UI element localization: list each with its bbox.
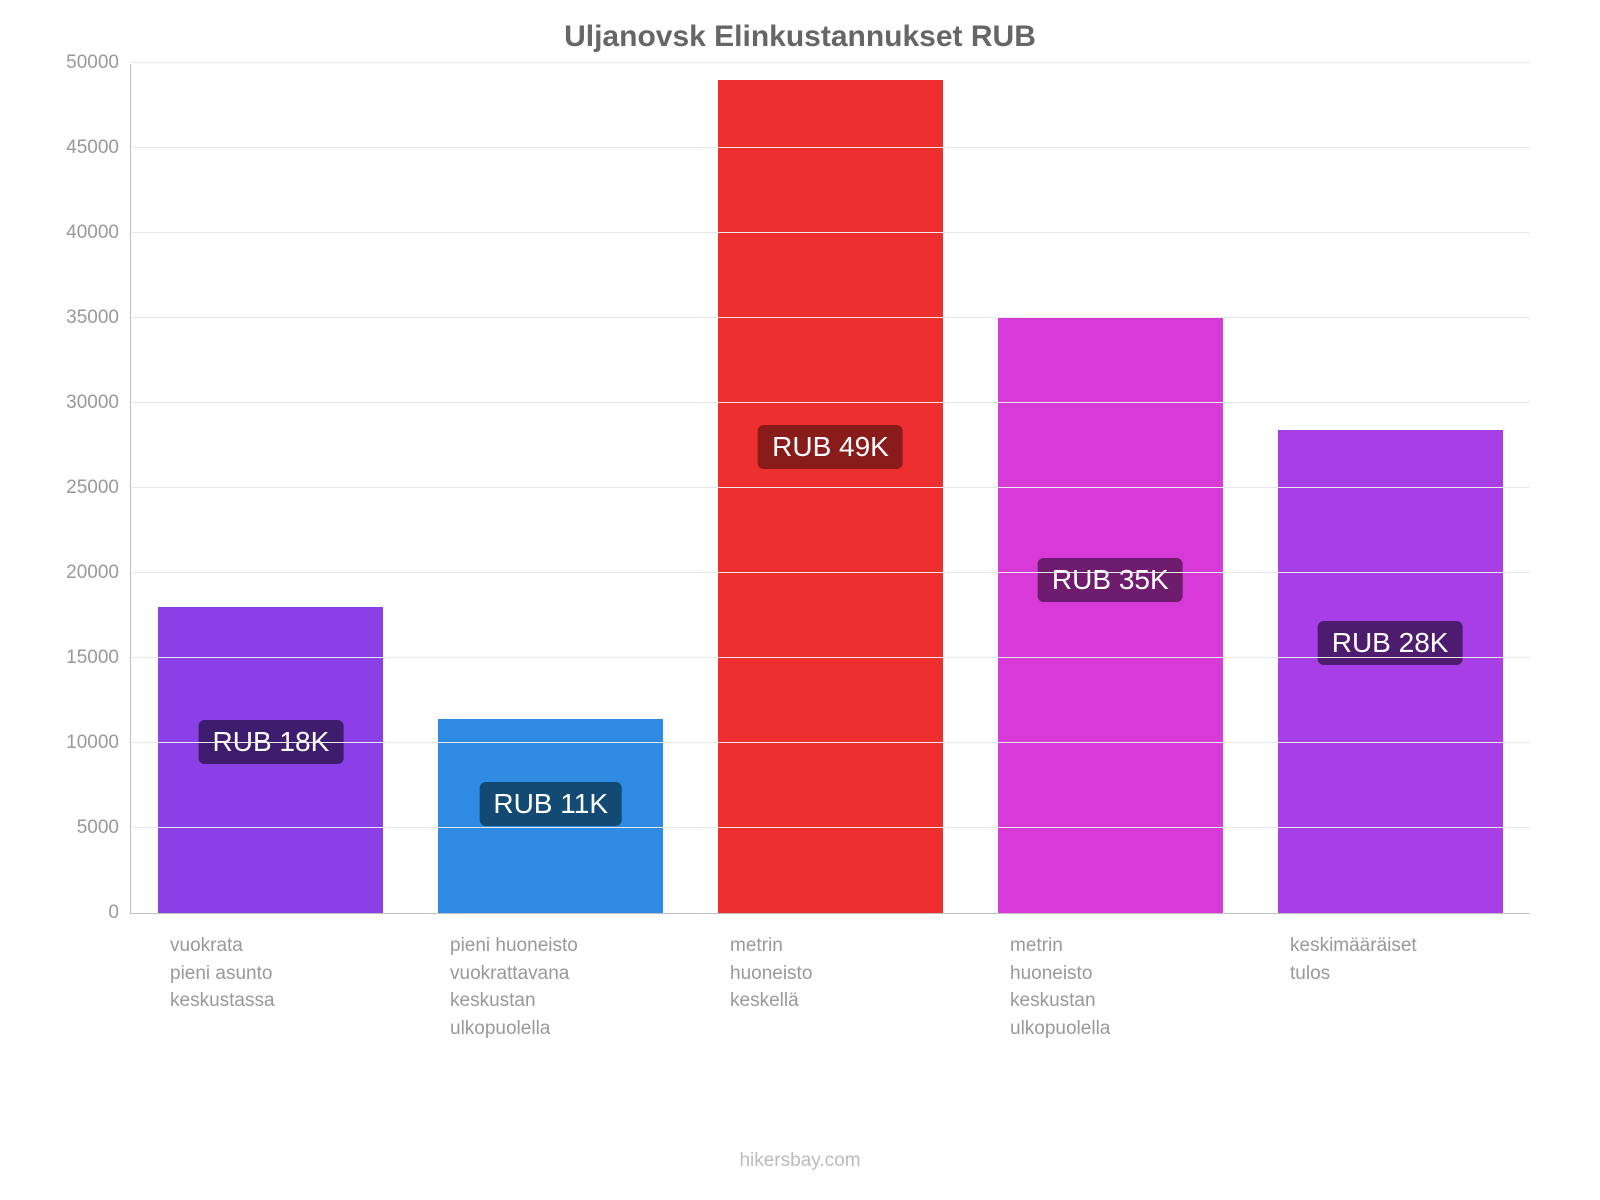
- bar-value-label: RUB 11K: [479, 782, 622, 826]
- bar-slot: RUB 28K: [1250, 64, 1530, 913]
- x-axis-labels: vuokratapieni asuntokeskustassapieni huo…: [130, 932, 1530, 1042]
- x-axis-label: pieni huoneistovuokrattavanakeskustanulk…: [410, 932, 690, 1042]
- gridline: [131, 487, 1530, 488]
- ytick-label: 30000: [66, 392, 131, 414]
- bar-slot: RUB 49K: [691, 64, 971, 913]
- bar: RUB 28K: [1278, 430, 1503, 913]
- bar-slot: RUB 18K: [131, 64, 411, 913]
- ytick-label: 15000: [66, 647, 131, 669]
- gridline: [131, 657, 1530, 658]
- bar: RUB 11K: [438, 719, 663, 913]
- gridline: [131, 232, 1530, 233]
- bar-slot: RUB 11K: [411, 64, 691, 913]
- bar: RUB 35K: [998, 318, 1223, 913]
- chart-title: Uljanovsk Elinkustannukset RUB: [40, 20, 1560, 54]
- x-axis-label: keskimääräisettulos: [1250, 932, 1530, 1042]
- gridline: [131, 317, 1530, 318]
- bar-value-label: RUB 49K: [758, 425, 903, 469]
- x-axis-label: metrinhuoneistokeskustanulkopuolella: [970, 932, 1250, 1042]
- ytick-label: 0: [108, 902, 131, 924]
- bar-slot: RUB 35K: [970, 64, 1250, 913]
- x-axis-label: vuokratapieni asuntokeskustassa: [130, 932, 410, 1042]
- bar-value-label: RUB 28K: [1318, 621, 1463, 665]
- chart-container: Uljanovsk Elinkustannukset RUB RUB 18KRU…: [40, 20, 1560, 1180]
- bars-layer: RUB 18K RUB 11K RUB 49K RUB 35K RUB 28K: [131, 64, 1530, 913]
- gridline: [131, 62, 1530, 63]
- plot-area: RUB 18KRUB 11KRUB 49KRUB 35KRUB 28K 0500…: [130, 64, 1530, 914]
- attribution: hikersbay.com: [40, 1150, 1560, 1172]
- bar: RUB 49K: [718, 80, 943, 913]
- ytick-label: 50000: [66, 52, 131, 74]
- gridline: [131, 742, 1530, 743]
- ytick-label: 25000: [66, 477, 131, 499]
- gridline: [131, 572, 1530, 573]
- ytick-label: 5000: [77, 817, 131, 839]
- bar: RUB 18K: [158, 607, 383, 913]
- gridline: [131, 147, 1530, 148]
- ytick-label: 45000: [66, 137, 131, 159]
- ytick-label: 40000: [66, 222, 131, 244]
- ytick-label: 35000: [66, 307, 131, 329]
- ytick-label: 20000: [66, 562, 131, 584]
- ytick-label: 10000: [66, 732, 131, 754]
- gridline: [131, 402, 1530, 403]
- bar-value-label: RUB 35K: [1038, 558, 1183, 602]
- x-axis-label: metrinhuoneistokeskellä: [690, 932, 970, 1042]
- gridline: [131, 827, 1530, 828]
